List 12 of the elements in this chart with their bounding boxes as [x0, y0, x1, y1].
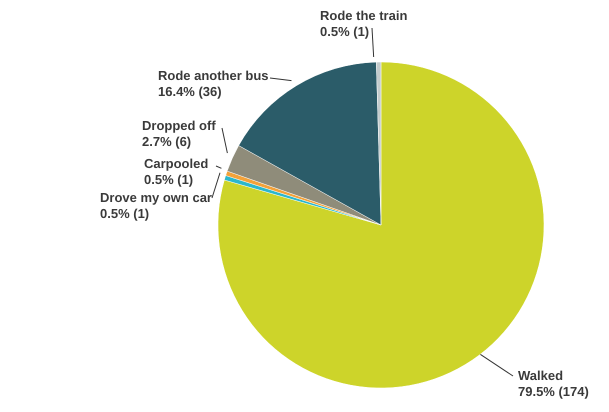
slice-label: Rode another bus [158, 68, 269, 83]
slice-label: Rode the train [320, 8, 408, 23]
slice-label: Walked [518, 368, 564, 383]
data-label: 0.5% (1) [320, 24, 370, 39]
slice-label: Dropped off [142, 118, 216, 133]
data-label: 2.7% (6) [142, 134, 192, 149]
data-label: 16.4% (36) [158, 84, 222, 99]
data-label: 0.5% (1) [144, 172, 194, 187]
slice-label: Carpooled [144, 156, 208, 171]
data-label: 79.5% (174) [518, 384, 589, 399]
data-label: 0.5% (1) [100, 206, 150, 221]
slice-label: Drove my own car [100, 190, 212, 205]
